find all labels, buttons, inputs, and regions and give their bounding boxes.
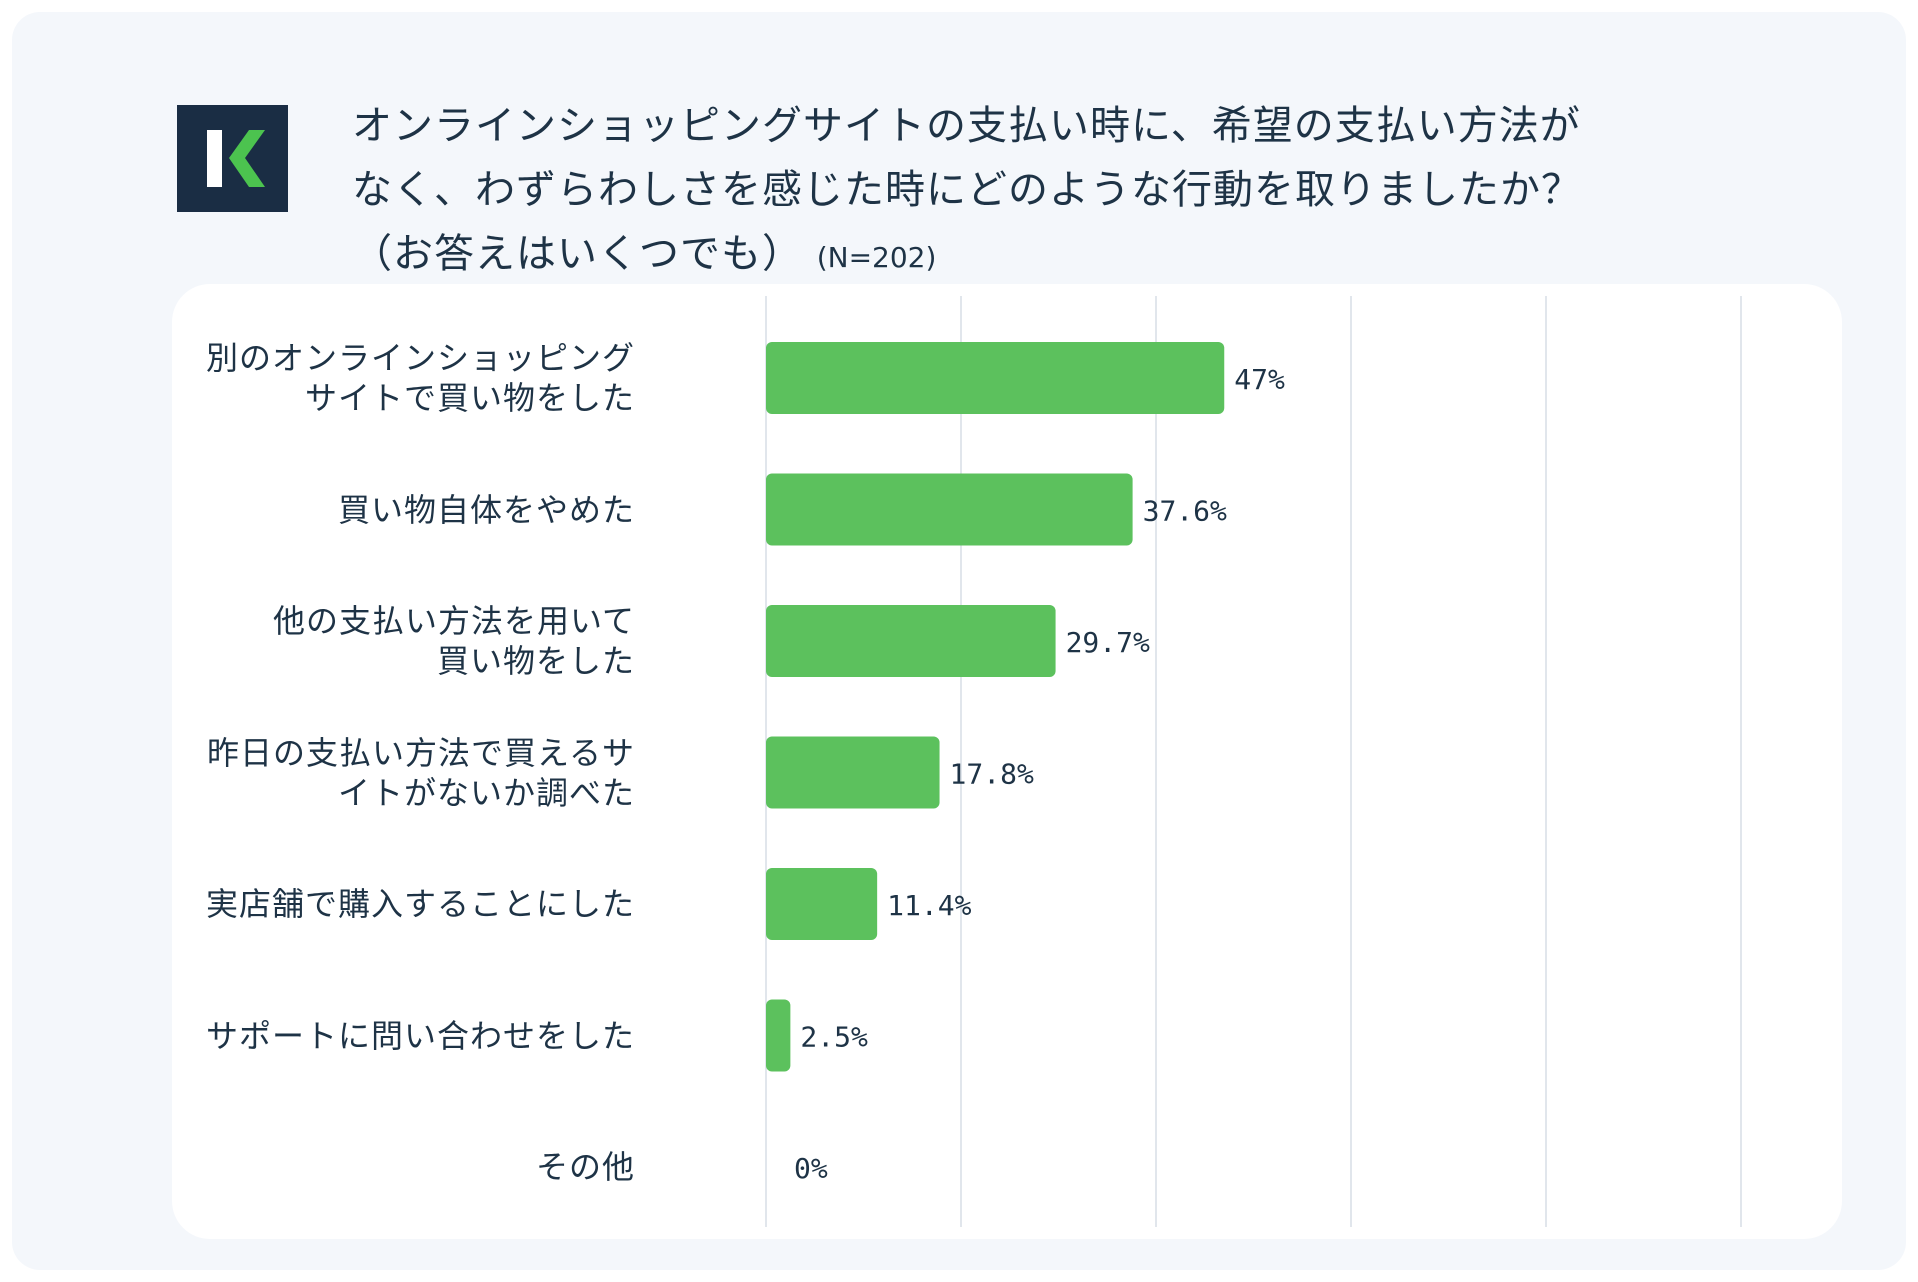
category-label-1: 買い物自体をやめた bbox=[75, 490, 635, 530]
category-label-0-line-0: 別のオンラインショッピング bbox=[205, 339, 635, 377]
category-label-4: 実店舗で購入することにした bbox=[75, 884, 635, 924]
bar-4 bbox=[766, 868, 878, 940]
category-label-0: 別のオンラインショッピング サイトで買い物をした bbox=[75, 338, 635, 418]
value-label-5: 2.5% bbox=[800, 1021, 868, 1054]
value-label-3: 17.8% bbox=[950, 758, 1034, 791]
category-label-5-line-0: サポートに問い合わせをした bbox=[205, 1016, 635, 1055]
k-logo bbox=[177, 105, 288, 212]
category-label-3-line-1: イトがないか調べた bbox=[337, 773, 635, 812]
title-line-3: （お答えはいくつでも） (N=202) bbox=[352, 222, 1752, 290]
category-label-6-line-0: その他 bbox=[535, 1148, 635, 1186]
value-label-4: 11.4% bbox=[887, 889, 971, 922]
category-label-6: その他 bbox=[75, 1147, 635, 1187]
bar-chart: 47% 37.6% 29.7% 17.8% 11.4% 2.5% 0% bbox=[765, 296, 1742, 1227]
category-label-2-line-1: 買い物をした bbox=[436, 642, 635, 680]
category-label-2-line-0: 他の支払い方法を用いて bbox=[272, 602, 635, 640]
category-label-1-line-0: 買い物自体をやめた bbox=[337, 490, 635, 529]
category-label-2: 他の支払い方法を用いて 買い物をした bbox=[75, 601, 635, 681]
value-label-1: 37.6% bbox=[1143, 495, 1227, 528]
chart-card: 47% 37.6% 29.7% 17.8% 11.4% 2.5% 0% 別のオンラインショッ… bbox=[172, 284, 1842, 1239]
value-label-0: 47% bbox=[1234, 363, 1285, 396]
bar-1 bbox=[766, 473, 1133, 546]
category-label-4-line-0: 実店舗で購入することにした bbox=[205, 885, 635, 923]
bar-3 bbox=[766, 736, 940, 809]
value-label-6: 0% bbox=[794, 1152, 828, 1185]
title-line-1: オンラインショッピングサイトの支払い時に、希望の支払い方法が bbox=[352, 103, 1581, 149]
bar-2 bbox=[766, 605, 1056, 677]
k-logo-icon bbox=[207, 130, 265, 187]
title-note: （お答えはいくつでも） bbox=[352, 231, 803, 277]
sample-size: (N=202) bbox=[816, 241, 937, 274]
category-label-3: 昨日の支払い方法で買えるサ イトがないか調べた bbox=[75, 733, 635, 813]
title-line-2: なく、わずらわしさを感じた時にどのような行動を取りましたか？ bbox=[352, 167, 1582, 213]
chart-frame: オンラインショッピングサイトの支払い時に、希望の支払い方法が なく、わずらわしさ… bbox=[12, 12, 1906, 1270]
category-label-3-line-0: 昨日の支払い方法で買えるサ bbox=[206, 733, 635, 772]
chart-title: オンラインショッピングサイトの支払い時に、希望の支払い方法が なく、わずらわしさ… bbox=[352, 94, 1752, 290]
category-label-0-line-1: サイトで買い物をした bbox=[304, 379, 635, 417]
value-label-2: 29.7% bbox=[1066, 626, 1150, 659]
bar-0 bbox=[766, 342, 1225, 414]
bar-5 bbox=[766, 999, 791, 1072]
category-label-5: サポートに問い合わせをした bbox=[75, 1016, 635, 1056]
